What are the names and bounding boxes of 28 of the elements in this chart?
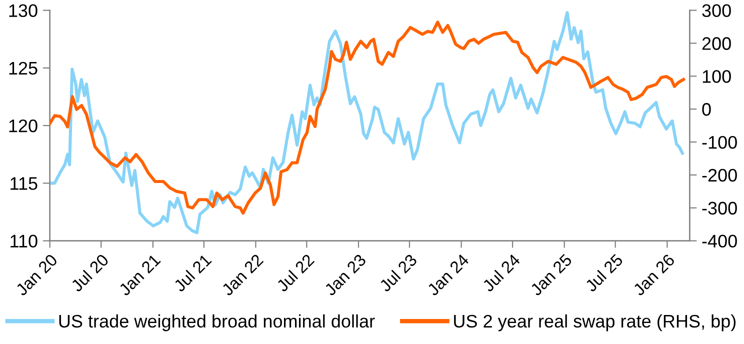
- y-tick-label: 120: [9, 119, 38, 132]
- y-tick-label: 130: [9, 4, 38, 18]
- x-tick-label: Jul 20: [70, 253, 110, 293]
- x-tick-label: Jan 20: [14, 253, 58, 296]
- x-tick-label: Jan 22: [220, 254, 264, 296]
- legend-label: US trade weighted broad nominal dollar: [59, 314, 375, 332]
- x-tick-label: Jul 23: [378, 253, 418, 293]
- x-tick-label: Jan 23: [324, 253, 367, 296]
- y-tick-label: 115: [10, 177, 38, 190]
- y2-tick-label: -300: [702, 202, 737, 215]
- x-tick-label: Jan 25: [529, 253, 573, 296]
- x-tick-label: Jul 25: [584, 253, 624, 293]
- y2-tick-label: -200: [702, 168, 737, 182]
- legend-label: US 2 year real swap rate (RHS, bp): [454, 314, 736, 332]
- y2-tick-label: -400: [702, 234, 737, 248]
- y2-tick-label: 200: [702, 37, 731, 50]
- x-tick-label: Jul 24: [481, 252, 521, 293]
- x-tick-label: Jul 22: [275, 253, 315, 293]
- y-tick-label: 110: [10, 234, 38, 248]
- x-tick-label: Jul 21: [172, 253, 212, 293]
- y-tick-label: 125: [9, 62, 38, 75]
- y2-tick-label: 0: [702, 103, 711, 116]
- x-tick-label: Jan 26: [632, 253, 676, 296]
- x-tick-label: Jan 21: [118, 253, 162, 296]
- y2-tick-label: 100: [702, 70, 731, 83]
- y2-tick-label: -100: [702, 136, 737, 149]
- y2-tick-label: 300: [702, 4, 731, 18]
- x-tick-label: Jan 24: [426, 253, 470, 296]
